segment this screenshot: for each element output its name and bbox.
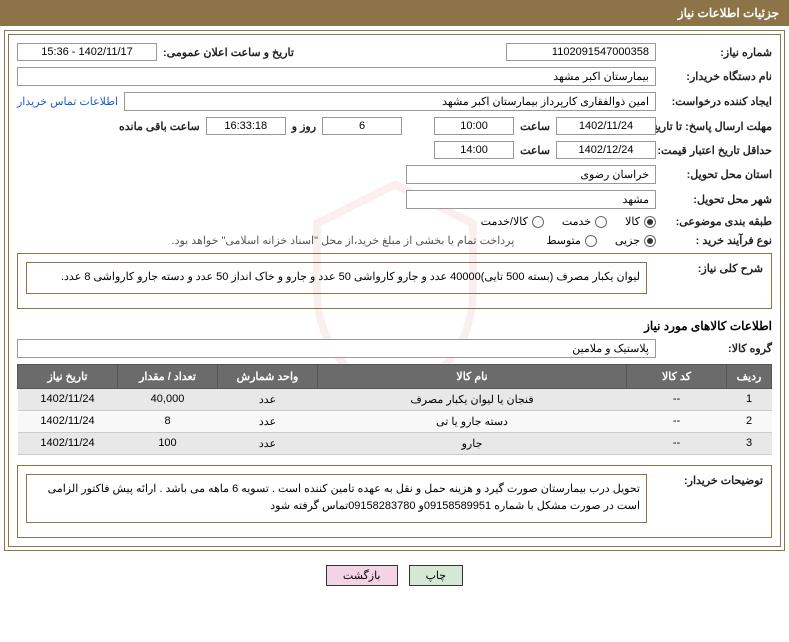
need-no-value: 1102091547000358 [506, 43, 656, 61]
cell-date: 1402/11/24 [18, 432, 118, 454]
radio-medium[interactable] [585, 235, 597, 247]
cell-code: -- [627, 410, 727, 432]
th-code: کد کالا [627, 364, 727, 388]
radio-goods-label: کالا [625, 215, 640, 228]
cell-n: 1 [727, 388, 772, 410]
deadline-label: مهلت ارسال پاسخ: تا تاریخ: [662, 120, 772, 133]
radio-medium-label: متوسط [546, 234, 581, 247]
table-row: 3 -- جارو عدد 100 1402/11/24 [18, 432, 772, 454]
table-row: 2 -- دسته جارو یا تی عدد 8 1402/11/24 [18, 410, 772, 432]
summary-text: لیوان یکبار مصرف (بسته 500 تایی)40000 عد… [26, 262, 647, 294]
days-word: روز و [292, 120, 316, 133]
time-remaining: 16:33:18 [206, 117, 286, 135]
cell-qty: 8 [118, 410, 218, 432]
buyer-org-label: نام دستگاه خریدار: [662, 70, 772, 83]
cell-date: 1402/11/24 [18, 388, 118, 410]
category-radio-group: کالا خدمت کالا/خدمت [481, 215, 656, 228]
process-label: نوع فرآیند خرید : [662, 234, 772, 247]
buyer-notes-label: توضیحات خریدار: [653, 474, 763, 487]
summary-section: شرح کلی نیاز: لیوان یکبار مصرف (بسته 500… [17, 253, 772, 309]
deadline-time: 10:00 [434, 117, 514, 135]
cell-qty: 100 [118, 432, 218, 454]
cell-code: -- [627, 432, 727, 454]
th-qty: تعداد / مقدار [118, 364, 218, 388]
summary-label: شرح کلی نیاز: [653, 262, 763, 275]
contact-link[interactable]: اطلاعات تماس خریدار [17, 95, 118, 108]
days-remaining: 6 [322, 117, 402, 135]
inner-frame: شماره نیاز: 1102091547000358 تاریخ و ساع… [8, 34, 781, 547]
buyer-notes-text: تحویل درب بیمارستان صورت گیرد و هزینه حم… [26, 474, 647, 523]
th-date: تاریخ نیاز [18, 364, 118, 388]
button-bar: چاپ بازگشت [0, 555, 789, 596]
th-name: نام کالا [318, 364, 627, 388]
province-value: خراسان رضوی [406, 165, 656, 184]
remaining-word: ساعت باقی مانده [119, 120, 200, 133]
items-table: ردیف کد کالا نام کالا واحد شمارش تعداد /… [17, 364, 772, 455]
back-button[interactable]: بازگشت [326, 565, 398, 586]
print-button[interactable]: چاپ [409, 565, 464, 586]
th-row: ردیف [727, 364, 772, 388]
cell-n: 3 [727, 432, 772, 454]
radio-small[interactable] [644, 235, 656, 247]
group-value: پلاستیک و ملامین [17, 339, 656, 358]
announce-date-label: تاریخ و ساعت اعلان عمومی: [163, 46, 294, 59]
cell-code: -- [627, 388, 727, 410]
time-label-1: ساعت [520, 120, 550, 133]
table-row: 1 -- فنجان یا لیوان یکبار مصرف عدد 40,00… [18, 388, 772, 410]
buyer-notes-section: توضیحات خریدار: تحویل درب بیمارستان صورت… [17, 465, 772, 538]
validity-label: حداقل تاریخ اعتبار قیمت: تا تاریخ: [662, 144, 772, 157]
process-radio-group: جزیی متوسط [546, 234, 656, 247]
cell-date: 1402/11/24 [18, 410, 118, 432]
city-label: شهر محل تحویل: [662, 193, 772, 206]
deadline-date: 1402/11/24 [556, 117, 656, 135]
payment-note: پرداخت تمام یا بخشی از مبلغ خرید،از محل … [172, 234, 515, 247]
requester-label: ایجاد کننده درخواست: [662, 95, 772, 108]
cell-unit: عدد [218, 410, 318, 432]
province-label: استان محل تحویل: [662, 168, 772, 181]
th-unit: واحد شمارش [218, 364, 318, 388]
cell-unit: عدد [218, 432, 318, 454]
need-no-label: شماره نیاز: [662, 46, 772, 59]
city-value: مشهد [406, 190, 656, 209]
cell-unit: عدد [218, 388, 318, 410]
cell-name: جارو [318, 432, 627, 454]
validity-date: 1402/12/24 [556, 141, 656, 159]
outer-frame: شماره نیاز: 1102091547000358 تاریخ و ساع… [4, 30, 785, 551]
radio-both-label: کالا/خدمت [481, 215, 528, 228]
cell-n: 2 [727, 410, 772, 432]
requester-value: امین ذوالفقاری کارپرداز بیمارستان اکبر م… [124, 92, 656, 111]
cell-name: فنجان یا لیوان یکبار مصرف [318, 388, 627, 410]
category-label: طبقه بندی موضوعی: [662, 215, 772, 228]
buyer-org-value: بیمارستان اکبر مشهد [17, 67, 656, 86]
validity-time: 14:00 [434, 141, 514, 159]
radio-service-label: خدمت [562, 215, 591, 228]
radio-both[interactable] [532, 216, 544, 228]
radio-goods[interactable] [644, 216, 656, 228]
group-label: گروه کالا: [662, 342, 772, 355]
radio-service[interactable] [595, 216, 607, 228]
time-label-2: ساعت [520, 144, 550, 157]
items-title: اطلاعات کالاهای مورد نیاز [17, 319, 772, 333]
announce-date-value: 1402/11/17 - 15:36 [17, 43, 157, 61]
page-header: جزئیات اطلاعات نیاز [0, 0, 789, 26]
radio-small-label: جزیی [615, 234, 640, 247]
cell-qty: 40,000 [118, 388, 218, 410]
cell-name: دسته جارو یا تی [318, 410, 627, 432]
